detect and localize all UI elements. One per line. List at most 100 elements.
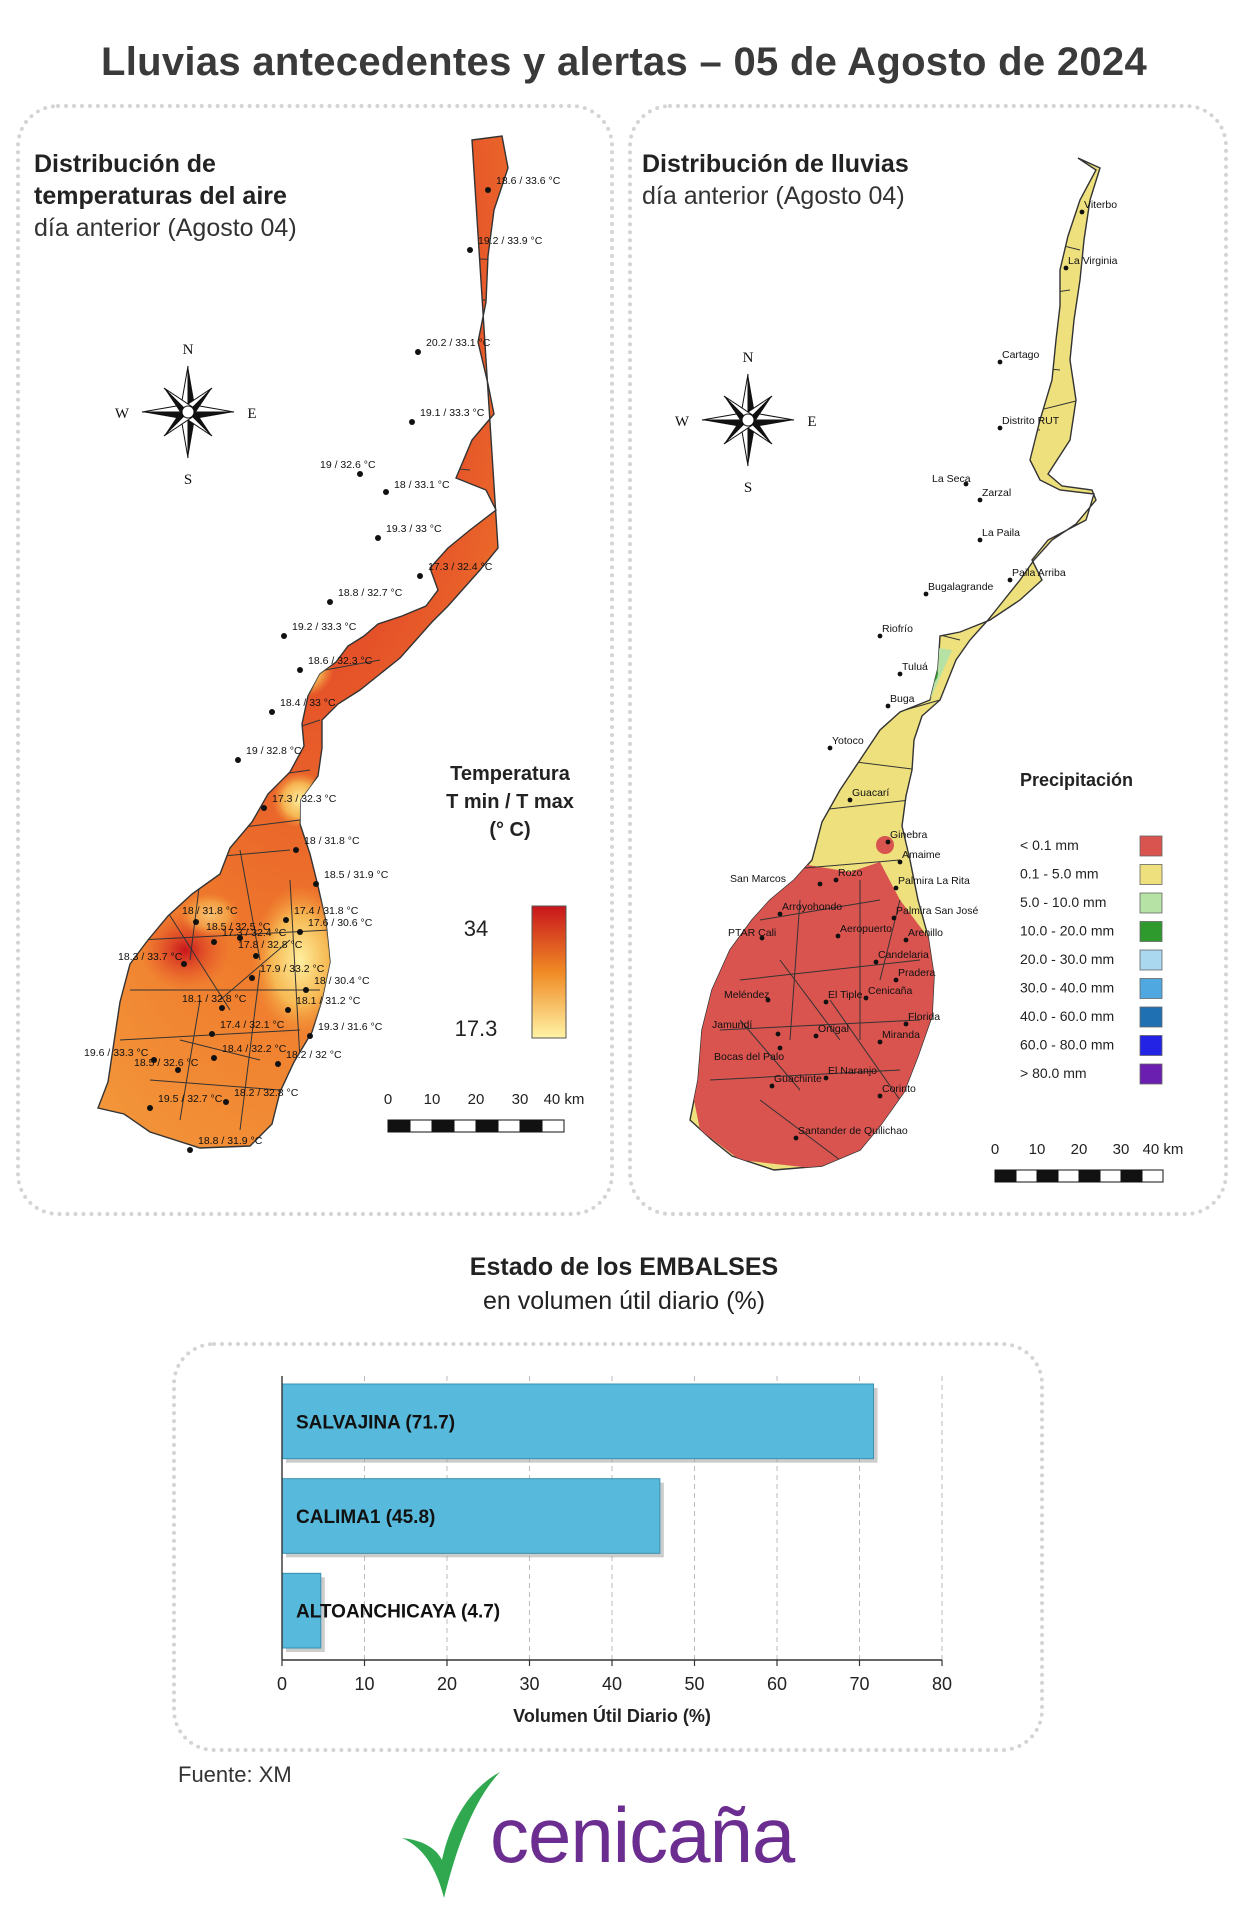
station-dot xyxy=(261,805,267,811)
x-tick-label: 30 xyxy=(519,1674,539,1694)
station-label: Ortigal xyxy=(818,1023,849,1035)
cenicana-logo-mark xyxy=(402,1772,500,1898)
station-dot xyxy=(281,633,287,639)
station-label: 17.3 / 32.4 °C xyxy=(222,927,287,939)
temperature-map: 18.6 / 33.6 °C 19.2 / 33.9 °C 20.2 / 33.1 … xyxy=(84,135,584,1153)
station-dot xyxy=(211,939,217,945)
station-label: Rozo xyxy=(838,867,863,879)
dry-zone-south xyxy=(690,862,940,1170)
west-label: W xyxy=(115,406,130,422)
station-dot xyxy=(877,1039,883,1045)
scale-tick-label: 20 xyxy=(1071,1141,1088,1158)
station-label: 19.3 / 33 °C xyxy=(386,523,442,535)
station-label: Guachinte xyxy=(774,1073,822,1085)
station-dot xyxy=(885,703,891,709)
station-dot xyxy=(977,537,983,543)
temperature-map-title: Distribución de temperaturas del aire dí… xyxy=(34,148,297,244)
cell-border xyxy=(779,959,841,1041)
station-dot xyxy=(827,745,833,751)
station-dot xyxy=(175,1067,181,1073)
cell-border xyxy=(739,959,921,981)
station-label: 19.6 / 33.3 °C xyxy=(84,1047,149,1059)
station-dot xyxy=(283,917,289,923)
station-dot xyxy=(903,1021,909,1027)
west-label: W xyxy=(675,414,690,430)
station-label: 17.4 / 32.1 °C xyxy=(220,1019,285,1031)
station-dot xyxy=(237,935,243,941)
precipitation-legend-label: 20.0 - 30.0 mm xyxy=(1020,951,1114,967)
precipitation-legend-swatch xyxy=(1139,864,1163,885)
temperature-legend-min: 17.3 xyxy=(455,1016,498,1041)
bar-calima1 xyxy=(281,1478,661,1554)
scale-tick-label: 30 xyxy=(512,1091,529,1108)
cell-border xyxy=(219,939,291,1001)
station-dot xyxy=(307,1033,313,1039)
station-dot xyxy=(823,1075,829,1081)
station-label: Santander de Quilichao xyxy=(798,1125,908,1137)
station-label: Candelaria xyxy=(878,949,929,961)
precipitation-legend-label: 60.0 - 80.0 mm xyxy=(1020,1037,1114,1053)
scale-tick-label: 10 xyxy=(424,1091,441,1108)
station-label: Riofrío xyxy=(882,623,913,635)
station-label: Cartago xyxy=(1002,349,1040,361)
station-dot xyxy=(835,933,841,939)
temperature-legend-title: Temperatura xyxy=(450,763,571,785)
station-label: La Virginia xyxy=(1068,255,1118,267)
bar-salvajina xyxy=(281,1383,875,1460)
precipitation-legend-title: Precipitación xyxy=(1020,770,1133,790)
station-dot xyxy=(193,919,199,925)
station-dot xyxy=(223,1099,229,1105)
station-label: 19.3 / 31.6 °C xyxy=(318,1021,383,1033)
station-dot xyxy=(775,1031,781,1037)
station-dot xyxy=(997,425,1003,431)
station-dot xyxy=(1007,577,1013,583)
station-dot xyxy=(765,997,771,1003)
station-dot xyxy=(793,1135,799,1141)
bar-label: ALTOANCHICAYA (4.7) xyxy=(296,1602,500,1623)
station-label: 18 / 31.8 °C xyxy=(182,905,238,917)
station-dot xyxy=(873,959,879,965)
station-label: Tuluá xyxy=(902,661,928,673)
station-dot xyxy=(847,797,853,803)
precipitation-legend-label: 30.0 - 40.0 mm xyxy=(1020,980,1114,996)
rain-map: Viterbo La Virginia Cartago Distrito RUT La … xyxy=(675,157,1183,1183)
cool-zone xyxy=(180,893,240,937)
station-label: 18.5 / 31.9 °C xyxy=(324,869,389,881)
station-dot xyxy=(297,929,303,935)
station-label: Paila Arriba xyxy=(1012,567,1066,579)
station-label: Yotoco xyxy=(832,735,864,747)
station-dot xyxy=(151,1057,157,1063)
scale-segment xyxy=(541,1119,565,1133)
station-dot xyxy=(777,911,783,917)
station-dot xyxy=(285,1007,291,1013)
cell-border xyxy=(239,969,261,1131)
station-dot xyxy=(375,535,381,541)
station-label: 17.8 / 32.8 °C xyxy=(238,939,303,951)
station-label: Bugalagrande xyxy=(928,581,994,593)
station-label: 17.9 / 33.2 °C xyxy=(260,963,325,975)
station-dot xyxy=(891,915,897,921)
station-label: 19.2 / 33.3 °C xyxy=(292,621,357,633)
precipitation-legend-label: 5.0 - 10.0 mm xyxy=(1020,894,1106,910)
station-dot xyxy=(313,881,319,887)
station-dot xyxy=(813,1033,819,1039)
station-label: 17.3 / 32.4 °C xyxy=(428,561,493,573)
station-label: La Seca xyxy=(932,473,971,485)
cell-border xyxy=(819,799,911,811)
station-dot xyxy=(759,935,765,941)
chart-bars: SALVAJINA (71.7) CALIMA1 (45.8) ALTOANCHIC… xyxy=(281,1383,878,1652)
scale-bar: 0 10 20 30 40 km xyxy=(991,1141,1183,1183)
station-label: El Tiple xyxy=(828,989,863,1001)
x-tick-label: 20 xyxy=(437,1674,457,1694)
south-label: S xyxy=(744,480,752,496)
station-label: Palmira La Rita xyxy=(898,875,970,887)
station-dot xyxy=(485,187,491,193)
station-label: 18.3 / 33.7 °C xyxy=(118,951,183,963)
cell-border xyxy=(709,1069,901,1081)
reservoir-bar-chart: SALVAJINA (71.7) CALIMA1 (45.8) ALTOANCHIC… xyxy=(277,1376,952,1726)
x-tick-label: 0 xyxy=(277,1674,287,1694)
precipitation-legend-label: 0.1 - 5.0 mm xyxy=(1020,866,1099,882)
reservoir-subtitle: en volumen útil diario (%) xyxy=(482,1287,766,1315)
station-dot xyxy=(893,977,899,983)
precipitation-legend-swatch xyxy=(1139,921,1163,942)
